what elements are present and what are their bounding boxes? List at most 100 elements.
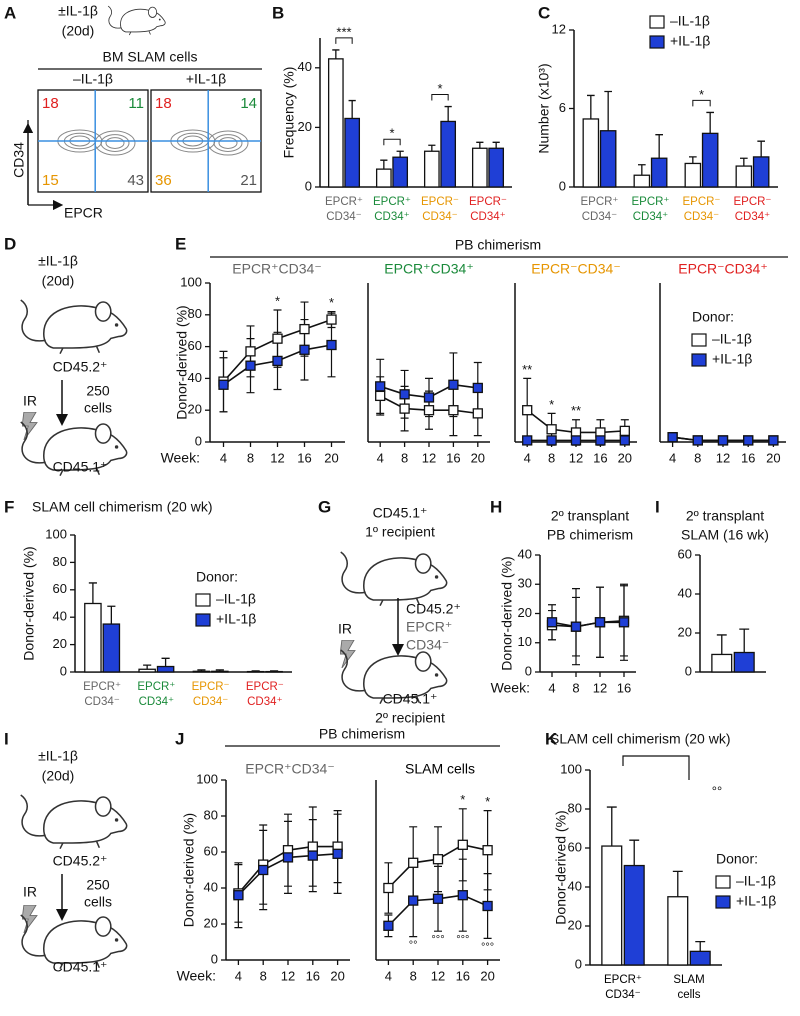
x-tick-label: 20 [330,968,344,983]
x-tick-label: 20 [618,450,632,465]
x-tick-label: 4 [669,450,676,465]
y-tick-label: 60 [678,546,692,561]
y-tick-label: 80 [568,800,582,815]
y-tick-label: 20 [204,915,218,930]
point [272,333,283,344]
legend-label: –IL-1β [216,591,256,607]
legend-title: Donor: [716,851,758,867]
error-bar [492,141,500,149]
x-tick-label: 16 [297,450,311,465]
legend-label: +IL-1β [712,351,752,367]
point [299,344,310,355]
mouse-icon [107,5,166,36]
x-tick-label: SLAM [673,974,704,986]
point [522,405,533,416]
bar [192,670,211,673]
bar [344,117,361,188]
x-tick-label: EPCR⁻ [246,681,284,693]
y-tick-label: 40 [188,370,202,385]
x-tick-label: 16 [741,450,755,465]
chart-title: EPCR⁻CD34⁻ [531,261,620,277]
error-bar [332,49,340,59]
error-bar [270,670,279,672]
schematic-text: 250 [86,877,110,893]
error-bar [380,159,388,170]
schematic-text: 250 [86,383,110,399]
point [272,355,283,367]
point [326,314,337,325]
x-tick-label: CD34⁻ [193,696,228,708]
bar [471,147,488,188]
x-tick-label: EPCR⁻ [192,681,230,693]
y-tick-label: 80 [188,306,202,321]
quadrant-value: 36 [155,172,172,189]
significance-label: * [275,293,280,308]
bar [689,950,711,966]
point [546,617,558,628]
y-tick-label: 100 [180,274,202,289]
y-tick-label: 100 [560,761,582,776]
x-tick-label: EPCR⁺ [137,681,175,693]
point [326,339,337,351]
error-bar [689,156,697,164]
x-tick-label: EPCR⁻ [469,196,507,208]
point [472,408,483,419]
point [667,432,678,443]
point [472,382,483,394]
bar [701,132,719,188]
chart-title: SLAM cells [405,761,475,777]
legend-swatch [715,895,731,909]
error-bar [143,664,152,670]
point [570,435,582,446]
point [546,424,557,435]
x-tick-label: 12 [431,968,445,983]
schematic-i: ±IL-1β (20d) CD45.2⁺ IR 250 cells CD45.1… [19,748,128,975]
schematic-text: (20d) [62,23,95,39]
y-tick-label: 12 [552,21,566,36]
y-tick-label: 60 [204,843,218,858]
chart-title: EPCR⁺CD34⁻ [232,261,321,277]
schematic-text: CD45.2⁺ [53,853,108,869]
significance-bracket [383,138,401,146]
point [245,360,256,371]
x-tick-label: 4 [235,968,242,983]
error-bar [396,150,404,158]
y-tick-label: 100 [196,771,218,786]
error-bar [695,940,706,952]
point [299,323,310,335]
bar [423,150,440,188]
x-tick-label: 8 [260,968,267,983]
x-tick-label: 20 [324,450,338,465]
significance-label: °° [712,783,722,798]
panel-label: G [318,497,331,516]
significance-label: * [485,794,490,809]
y-tick-label: 0 [685,663,692,678]
x-tick-label: EPCR⁺ [604,974,642,986]
x-tick-label: 8 [572,680,579,695]
significance-label: °° [409,940,418,952]
error-bar [107,605,116,625]
point [423,392,435,403]
x-tick-label: 4 [377,450,384,465]
chart-title: SLAM cell chimerism (20 wk) [32,499,212,515]
significance-bracket [622,755,690,780]
contour [218,137,238,149]
chart-title: 2º transplant [551,508,629,524]
schematic-a: ±IL-1β (20d) [58,3,166,39]
schematic-text: (20d) [42,273,75,289]
bar [684,162,702,188]
significance-label: *** [336,24,351,39]
chart-title: 2º transplant [686,508,764,524]
bar [650,157,668,188]
error-bar [476,141,484,149]
schematic-text: cells [84,894,112,910]
point [332,848,343,859]
chart-title: PB chimerism [547,527,633,543]
significance-label: °°° [431,934,444,946]
y-tick-label: 100 [45,526,67,541]
bar [211,670,229,673]
schematic-text: cells [84,400,112,416]
point [522,435,533,446]
y-tick-label: 20 [298,119,312,134]
